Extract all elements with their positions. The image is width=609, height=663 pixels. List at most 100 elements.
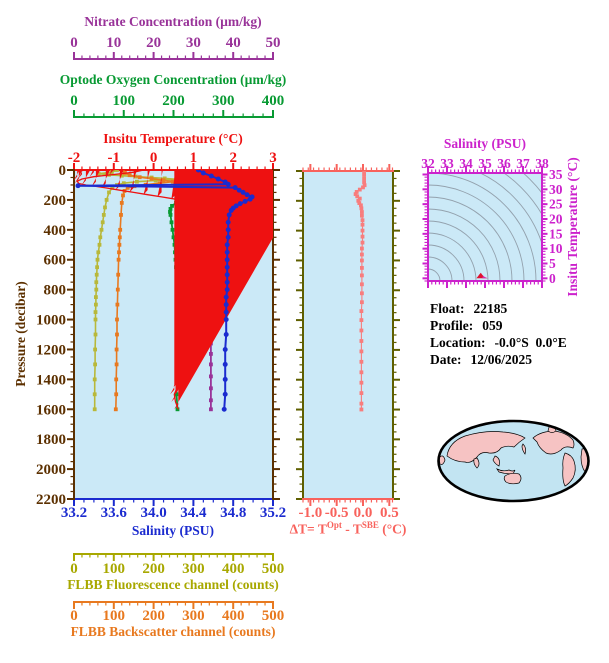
svg-text:300: 300 bbox=[182, 608, 205, 624]
svg-text:40: 40 bbox=[226, 35, 241, 51]
svg-text:0.5: 0.5 bbox=[380, 505, 399, 521]
float-id-row: Float: 22185 bbox=[430, 301, 567, 318]
svg-text:20: 20 bbox=[146, 35, 161, 51]
nitrate-axis-title: Nitrate Concentration (µm/kg) bbox=[84, 14, 262, 29]
ts-temperature-axis-title: Insitu Temperature (°C) bbox=[565, 157, 580, 297]
svg-text:200: 200 bbox=[162, 93, 185, 109]
svg-text:2200: 2200 bbox=[36, 492, 66, 508]
profile-row: Profile: 059 bbox=[430, 318, 567, 335]
svg-text:400: 400 bbox=[222, 608, 245, 624]
svg-text:34: 34 bbox=[459, 156, 473, 171]
temperature-axis-title: Insitu Temperature (°C) bbox=[103, 131, 243, 146]
svg-text:15: 15 bbox=[549, 226, 563, 241]
profile-label: Profile: bbox=[430, 318, 474, 333]
svg-text:34.8: 34.8 bbox=[220, 505, 246, 521]
svg-text:200: 200 bbox=[142, 608, 165, 624]
svg-text:10: 10 bbox=[549, 241, 563, 256]
svg-text:33.2: 33.2 bbox=[61, 505, 87, 521]
svg-text:0.0: 0.0 bbox=[354, 505, 373, 521]
backscatter-axis-title: FLBB Backscatter channel (counts) bbox=[70, 624, 276, 639]
svg-text:1600: 1600 bbox=[36, 402, 66, 418]
svg-text:-2: -2 bbox=[68, 150, 81, 166]
svg-text:37: 37 bbox=[516, 156, 530, 171]
svg-text:10: 10 bbox=[106, 35, 121, 51]
svg-text:-1.0: -1.0 bbox=[298, 505, 322, 521]
svg-text:200: 200 bbox=[44, 193, 67, 209]
svg-text:1800: 1800 bbox=[36, 432, 66, 448]
svg-text:34.4: 34.4 bbox=[180, 505, 207, 521]
svg-text:-0.5: -0.5 bbox=[325, 505, 349, 521]
svg-text:32: 32 bbox=[421, 156, 435, 171]
delta-t-axis-title: ΔT= TOpt - TSBE (°C) bbox=[280, 520, 416, 538]
date-label: Date: bbox=[430, 352, 462, 367]
svg-text:20: 20 bbox=[549, 211, 563, 226]
svg-text:100: 100 bbox=[103, 608, 126, 624]
float-info-block: Float: 22185 Profile: 059 Location: -0.0°S … bbox=[430, 301, 567, 369]
svg-text:2000: 2000 bbox=[36, 462, 66, 478]
svg-text:400: 400 bbox=[44, 223, 67, 239]
fluorescence-axis-title: FLBB Fluorescence channel (counts) bbox=[67, 577, 279, 592]
svg-text:1200: 1200 bbox=[36, 342, 66, 358]
svg-text:0: 0 bbox=[70, 561, 78, 577]
svg-text:200: 200 bbox=[142, 561, 165, 577]
svg-text:33.6: 33.6 bbox=[101, 505, 128, 521]
ts-diagram-title: Salinity (PSU) bbox=[443, 136, 527, 151]
svg-text:800: 800 bbox=[44, 283, 67, 299]
svg-text:25: 25 bbox=[549, 197, 563, 212]
svg-text:0: 0 bbox=[70, 93, 78, 109]
svg-text:2: 2 bbox=[229, 150, 237, 166]
svg-text:35: 35 bbox=[478, 156, 492, 171]
svg-text:100: 100 bbox=[113, 93, 136, 109]
date-value: 12/06/2025 bbox=[470, 352, 532, 367]
svg-text:33: 33 bbox=[440, 156, 454, 171]
svg-text:300: 300 bbox=[182, 561, 205, 577]
map-outline bbox=[437, 419, 590, 503]
dt-label-pre: ΔT= T bbox=[289, 521, 327, 537]
svg-text:35: 35 bbox=[549, 167, 563, 182]
svg-text:1000: 1000 bbox=[36, 313, 66, 329]
svg-text:36: 36 bbox=[497, 156, 511, 171]
svg-text:35.2: 35.2 bbox=[260, 505, 286, 521]
float-label: Float: bbox=[430, 301, 465, 316]
world-map bbox=[437, 419, 590, 503]
svg-text:400: 400 bbox=[262, 93, 285, 109]
dt-label-sup-sbe: SBE bbox=[361, 520, 379, 530]
svg-text:30: 30 bbox=[186, 35, 201, 51]
dt-label-sup-opt: Opt bbox=[326, 520, 342, 530]
ts-profile-blob bbox=[476, 272, 489, 279]
dt-label-post: (°C) bbox=[378, 521, 407, 537]
svg-text:1: 1 bbox=[190, 150, 198, 166]
pressure-axis-title: Pressure (decibar) bbox=[13, 281, 28, 387]
svg-text:5: 5 bbox=[549, 256, 556, 271]
svg-text:0: 0 bbox=[70, 608, 78, 624]
svg-text:30: 30 bbox=[549, 182, 563, 197]
svg-text:3: 3 bbox=[269, 150, 277, 166]
svg-text:34.0: 34.0 bbox=[140, 505, 166, 521]
location-label: Location: bbox=[430, 335, 486, 350]
svg-text:0: 0 bbox=[59, 163, 67, 179]
svg-text:50: 50 bbox=[266, 35, 281, 51]
svg-text:0: 0 bbox=[549, 271, 556, 286]
salinity-axis-title: Salinity (PSU) bbox=[131, 523, 215, 538]
dt-label-mid: - T bbox=[341, 521, 362, 537]
oxygen-axis-title: Optode Oxygen Concentration (µm/kg) bbox=[59, 72, 287, 87]
svg-text:0: 0 bbox=[150, 150, 158, 166]
svg-text:1400: 1400 bbox=[36, 372, 66, 388]
dt-plot-bg bbox=[303, 171, 393, 499]
svg-text:500: 500 bbox=[262, 561, 285, 577]
svg-text:-1: -1 bbox=[108, 150, 121, 166]
svg-text:300: 300 bbox=[212, 93, 235, 109]
profile-dt bbox=[353, 171, 367, 412]
svg-text:600: 600 bbox=[44, 253, 67, 269]
svg-text:0: 0 bbox=[70, 35, 78, 51]
location-value: -0.0°S 0.0°E bbox=[494, 335, 567, 350]
svg-text:100: 100 bbox=[103, 561, 126, 577]
float-value: 22185 bbox=[473, 301, 508, 316]
svg-text:38: 38 bbox=[535, 156, 549, 171]
date-row: Date: 12/06/2025 bbox=[430, 352, 567, 369]
location-row: Location: -0.0°S 0.0°E bbox=[430, 335, 567, 352]
profile-value: 059 bbox=[482, 318, 503, 333]
svg-text:400: 400 bbox=[222, 561, 245, 577]
